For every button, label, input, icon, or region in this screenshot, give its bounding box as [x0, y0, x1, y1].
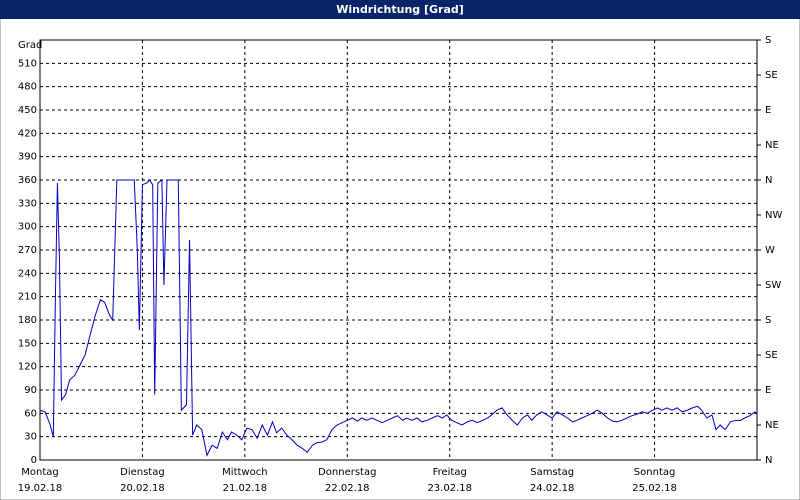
- y2-tick-label: NE: [765, 140, 779, 151]
- y2-tick-label: S: [765, 35, 771, 46]
- chart-title: Windrichtung [Grad]: [336, 3, 464, 16]
- y-tick-label: 300: [18, 222, 37, 233]
- x-tick-date: 25.02.18: [632, 483, 677, 494]
- y2-tick-label: S: [765, 315, 771, 326]
- y-tick-label: 210: [18, 292, 37, 303]
- y-tick-label: 330: [18, 198, 37, 209]
- y-tick-label: 390: [18, 152, 37, 163]
- y-tick-label: 30: [24, 432, 37, 443]
- x-tick-label: Dienstag: [120, 467, 165, 478]
- title-bar: [0, 0, 800, 19]
- x-tick-date: 20.02.18: [120, 483, 165, 494]
- y2-tick-label: W: [765, 245, 775, 256]
- x-tick-date: 24.02.18: [530, 483, 575, 494]
- y-axis-label: Grad: [18, 40, 42, 51]
- y-tick-label: 360: [18, 175, 37, 186]
- y-tick-label: 180: [18, 315, 37, 326]
- x-tick-date: 22.02.18: [325, 483, 370, 494]
- y-tick-label: 60: [24, 408, 37, 419]
- x-tick-label: Sonntag: [634, 467, 676, 478]
- x-tick-date: 21.02.18: [223, 483, 268, 494]
- y-tick-label: 270: [18, 245, 37, 256]
- x-tick-label: Montag: [21, 467, 58, 478]
- y2-tick-label: SE: [765, 70, 778, 81]
- y2-tick-label: N: [765, 455, 772, 466]
- y2-tick-label: E: [765, 105, 771, 116]
- y2-tick-label: N: [765, 175, 772, 186]
- x-tick-label: Donnerstag: [318, 467, 376, 478]
- y2-tick-label: SW: [765, 280, 781, 291]
- y-tick-label: 510: [18, 58, 37, 69]
- y-tick-label: 120: [18, 362, 37, 373]
- x-tick-label: Freitag: [433, 467, 467, 478]
- y2-tick-label: E: [765, 385, 771, 396]
- y-tick-label: 90: [24, 385, 37, 396]
- x-tick-date: 19.02.18: [18, 483, 63, 494]
- y-tick-label: 150: [18, 338, 37, 349]
- y2-tick-label: NW: [765, 210, 782, 221]
- y-tick-label: 450: [18, 105, 37, 116]
- x-tick-label: Mittwoch: [222, 467, 267, 478]
- line-series: [39, 179, 758, 457]
- y-tick-label: 0: [31, 455, 37, 466]
- y-tick-label: 480: [18, 82, 37, 93]
- y2-tick-label: SE: [765, 350, 778, 361]
- x-tick-label: Samstag: [530, 467, 574, 478]
- y2-tick-label: NE: [765, 420, 779, 431]
- y-tick-label: 420: [18, 128, 37, 139]
- y-tick-label: 240: [18, 268, 37, 279]
- x-tick-date: 23.02.18: [427, 483, 472, 494]
